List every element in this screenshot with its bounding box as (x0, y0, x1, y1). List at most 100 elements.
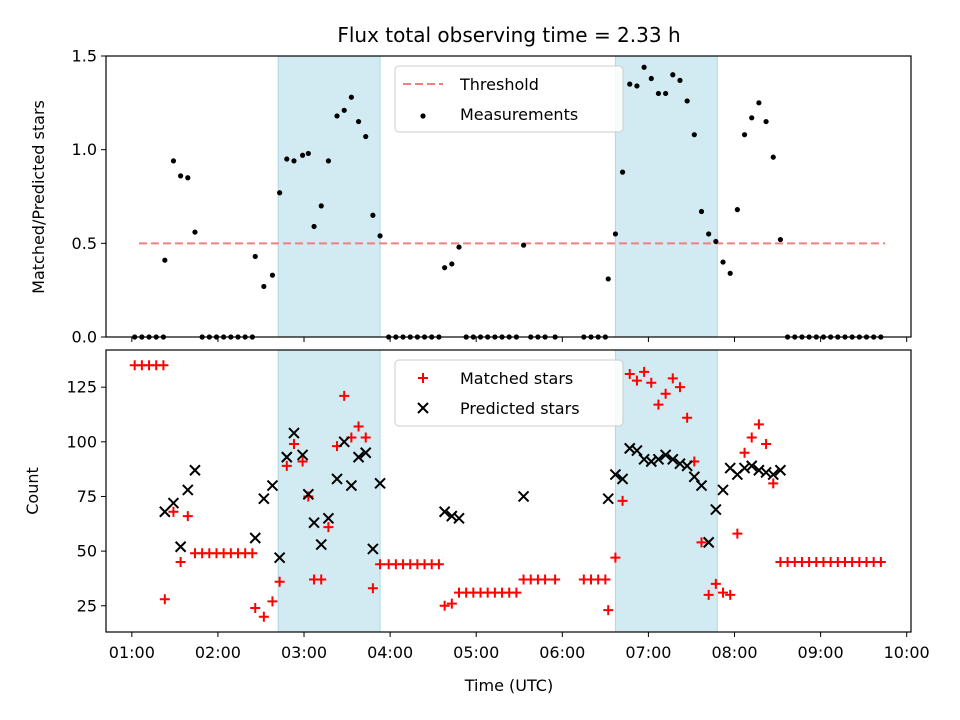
x-tick-label: 08:00 (711, 643, 757, 662)
y-tick-label: 25 (77, 596, 97, 615)
legend-box (394, 65, 624, 133)
matched-star-point (439, 600, 450, 611)
matched-star-point (768, 478, 779, 489)
measurement-point (648, 75, 654, 82)
predicted-star-point (710, 503, 722, 516)
ratio-y-axis-label: Matched/Predicted stars (29, 100, 48, 294)
predicted-star-point (631, 444, 643, 457)
measurement-point (299, 152, 306, 158)
predicted-star-point (702, 536, 715, 549)
measurement-point (261, 283, 267, 290)
y-tick-label: 75 (77, 487, 97, 506)
matched-star-point (646, 377, 657, 388)
predicted-star-point (159, 506, 171, 518)
x-tick-label: 02:00 (195, 643, 241, 662)
measurement-point (291, 158, 297, 164)
measurement-point (619, 169, 626, 175)
predicted-star-point (453, 512, 465, 525)
matched-star-point (168, 506, 179, 517)
predicted-star-point (331, 473, 343, 485)
measurement-point (520, 242, 527, 248)
predicted-star-point (296, 449, 309, 461)
measurement-point (605, 276, 611, 282)
predicted-star-point (738, 462, 751, 474)
ratio-panel: 0.0 0.5 1.0 1.5 Threshold Measurements (72, 47, 912, 347)
matched-star-point (274, 576, 285, 587)
measurement-point (727, 270, 733, 276)
measurement-point (763, 118, 769, 125)
predicted-star-point (302, 488, 315, 500)
matched-star-point (610, 552, 621, 563)
measurement-point (252, 253, 258, 260)
predicted-star-point (374, 477, 386, 490)
predicted-star-point (674, 457, 686, 470)
matched-star-point (323, 522, 334, 533)
matched-star-point (550, 574, 561, 585)
x-tick-label: 06:00 (539, 643, 585, 662)
measurement-point (734, 207, 740, 213)
x-tick-label: 09:00 (798, 643, 844, 662)
measurement-point (192, 229, 198, 235)
matched-star-point (718, 587, 729, 598)
y-tick-label: 1.5 (72, 47, 97, 66)
predicted-star-point (174, 541, 187, 553)
legend-label: Measurements (460, 105, 578, 124)
predicted-star-point (753, 464, 765, 476)
matched-star-point (367, 583, 378, 594)
predicted-star-point (266, 479, 279, 492)
matched-star-point (281, 460, 292, 471)
predicted-star-point (360, 447, 372, 459)
predicted-star-point (345, 479, 358, 492)
predicted-star-point (438, 506, 451, 518)
matched-star-point (288, 439, 299, 449)
measurement-point (334, 113, 340, 119)
observing-window-1 (277, 349, 381, 633)
measurement-point (377, 233, 383, 239)
measurement-point (641, 64, 647, 70)
measurement-point (720, 259, 726, 265)
measurement-point (741, 132, 748, 138)
matched-star-point (696, 537, 707, 548)
measurement-point (749, 115, 755, 121)
matched-star-point (703, 589, 714, 600)
predicted-star-point (352, 451, 365, 463)
x-tick-label: 01:00 (109, 643, 155, 662)
predicted-star-point (667, 453, 679, 466)
predicted-star-point (767, 468, 779, 481)
matched-star-point (674, 382, 685, 393)
measurement-point (655, 90, 662, 97)
matched-star-point (267, 596, 278, 607)
predicted-star-point (652, 453, 665, 466)
predicted-star-point (717, 484, 729, 496)
matched-star-point (258, 611, 269, 622)
measurement-point (363, 133, 369, 140)
chart-title: Flux total observing time = 2.33 h (337, 23, 680, 47)
matched-star-point (753, 419, 764, 430)
matched-star-point (639, 366, 650, 377)
predicted-star-point (189, 464, 201, 476)
x-tick-label: 07:00 (625, 643, 671, 662)
x-tick-label: 04:00 (367, 643, 413, 662)
matched-star-point (339, 390, 350, 401)
matched-star-point (182, 511, 193, 522)
x-tick-label: 10:00 (884, 643, 930, 662)
matched-star-point (158, 360, 169, 371)
measurement-point (277, 190, 283, 196)
predicted-star-point (624, 442, 636, 455)
matched-star-point (624, 369, 635, 380)
matched-star-point (297, 456, 308, 467)
measurement-point (627, 81, 633, 87)
y-tick-label: 0.0 (72, 328, 97, 347)
matched-star-point (682, 412, 693, 423)
measurement-point (162, 257, 168, 263)
matched-star-point (360, 432, 371, 443)
matched-star-point (761, 439, 772, 449)
predicted-star-point (695, 479, 708, 492)
predicted-star-point (760, 466, 772, 479)
measurement-point (612, 231, 619, 237)
predicted-star-point (517, 490, 530, 503)
predicted-star-point (315, 538, 327, 551)
measurement-point (677, 77, 683, 83)
measurement-point (178, 173, 184, 179)
measurement-point (691, 132, 697, 138)
